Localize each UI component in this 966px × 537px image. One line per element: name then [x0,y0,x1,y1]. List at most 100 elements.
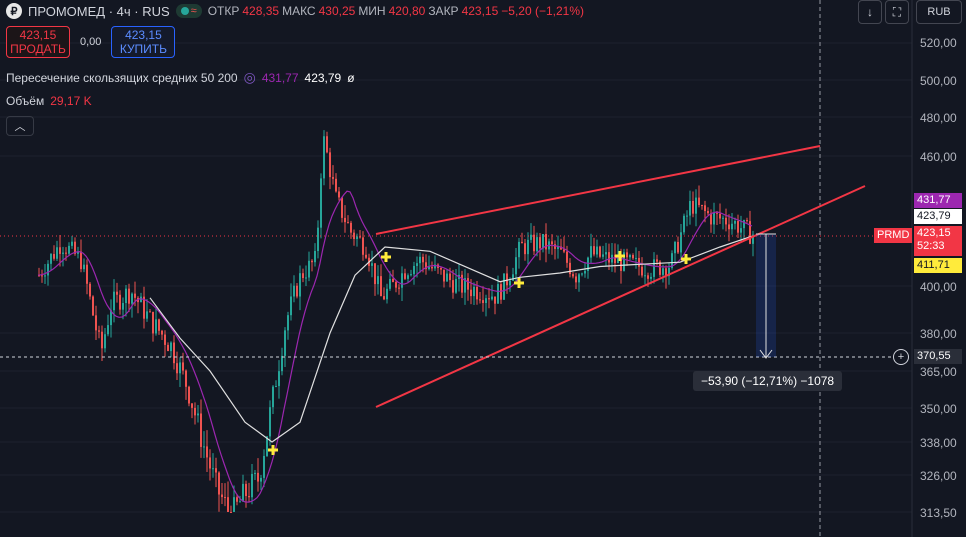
measure-target-label: 370,55 [914,349,962,364]
candle-body [470,289,472,297]
candle-body [566,251,568,263]
candle-body [161,330,163,335]
ohlc-open-value: 428,35 [242,4,280,18]
candle-body [524,243,526,255]
scroll-down-button[interactable]: ↓ [858,0,882,24]
candle-body [605,252,607,255]
candle-body [332,177,334,179]
candle-body [98,330,100,332]
candle-body [263,455,265,478]
buy-button[interactable]: 423,15 КУПИТЬ [111,26,176,58]
candle-body [248,496,250,498]
indicator-source-icon[interactable]: ◎ [243,69,256,85]
candle-body [686,215,688,217]
candle-body [176,363,178,374]
candle-body [191,403,193,408]
candle-body [671,253,673,268]
buy-label: КУПИТЬ [119,42,168,56]
candle-body [128,288,130,304]
candle-body [164,334,166,345]
candle-body [422,256,424,263]
candle-body [386,288,388,300]
chevron-up-icon: ︿ [14,121,26,133]
candle-body [602,254,604,257]
candle-body [254,472,256,474]
candle-body [563,249,565,252]
candle-body [740,228,742,233]
candle-body [749,221,751,244]
candle-body [506,273,508,286]
candle-body [380,276,382,297]
last-price-value: 423,15 [917,227,951,239]
candle-body [629,255,631,258]
candle-body [659,261,661,275]
candle-body [461,274,463,293]
candle-body [413,265,415,275]
candle-body [107,325,109,335]
ma200-line [149,235,753,443]
candle-body [515,257,517,275]
currency-select[interactable]: RUB [916,0,962,24]
candle-body [287,315,289,331]
candle-body [674,241,676,254]
candle-body [425,262,427,270]
ma-empty-symbol: ø [347,70,355,85]
candle-body [731,223,733,230]
candle-body [266,436,268,456]
candle-body [269,407,271,437]
candle-body [299,273,301,297]
candle-body [149,311,151,313]
candle-body [455,278,457,293]
ma-cross-legend[interactable]: Пересечение скользящих средних 50 200 ◎ … [6,69,355,86]
candle-body [302,273,304,278]
candle-body [215,468,217,473]
collapse-legend-button[interactable]: ︿ [6,116,34,136]
candle-body [80,251,82,270]
axis-tick-400: 400,00 [920,280,957,294]
candle-body [341,197,343,218]
candle-body [632,255,634,259]
candle-body [356,236,358,240]
candle-body [518,241,520,258]
candle-body [536,237,538,252]
candle-body [500,284,502,300]
candle-body [275,386,277,388]
candle-body [683,215,685,233]
candle-body [305,277,307,279]
candle-body [743,220,745,229]
candle-body [179,362,181,374]
candle-body [662,268,664,275]
candle-body [122,303,124,310]
ohlc-change: −5,20 (−1,21%) [501,4,584,18]
candle-body [311,260,313,263]
candle-body [155,319,157,334]
candle-body [71,241,73,246]
candle-body [407,275,409,279]
axis-tick-520: 520,00 [920,36,957,50]
candle-body [644,275,646,277]
symbol-title[interactable]: ПРОМОМЕД · 4ч · RUS [28,3,170,19]
candle-body [443,269,445,282]
candle-body [689,200,691,216]
candle-body [485,298,487,303]
candle-body [323,136,325,179]
candle-body [308,260,310,278]
market-status-pill[interactable]: ≈ [175,4,202,18]
candle-body [278,371,280,387]
symbol-logo-icon[interactable]: ₽ [6,3,22,19]
candle-body [218,472,220,495]
candle-body [50,254,52,264]
axis-tick-460: 460,00 [920,150,957,164]
candle-body [542,234,544,249]
candle-body [545,234,547,250]
volume-legend[interactable]: Объём 29,17 K [6,94,92,108]
candle-body [428,266,430,270]
candle-body [668,267,670,277]
add-alert-plus-icon[interactable]: + [893,349,909,365]
candle-body [194,407,196,416]
sell-button[interactable]: 423,15 ПРОДАТЬ [6,26,70,58]
candle-body [392,278,394,283]
screenshot-button[interactable]: ⛶ [885,0,909,24]
candle-body [116,291,118,295]
